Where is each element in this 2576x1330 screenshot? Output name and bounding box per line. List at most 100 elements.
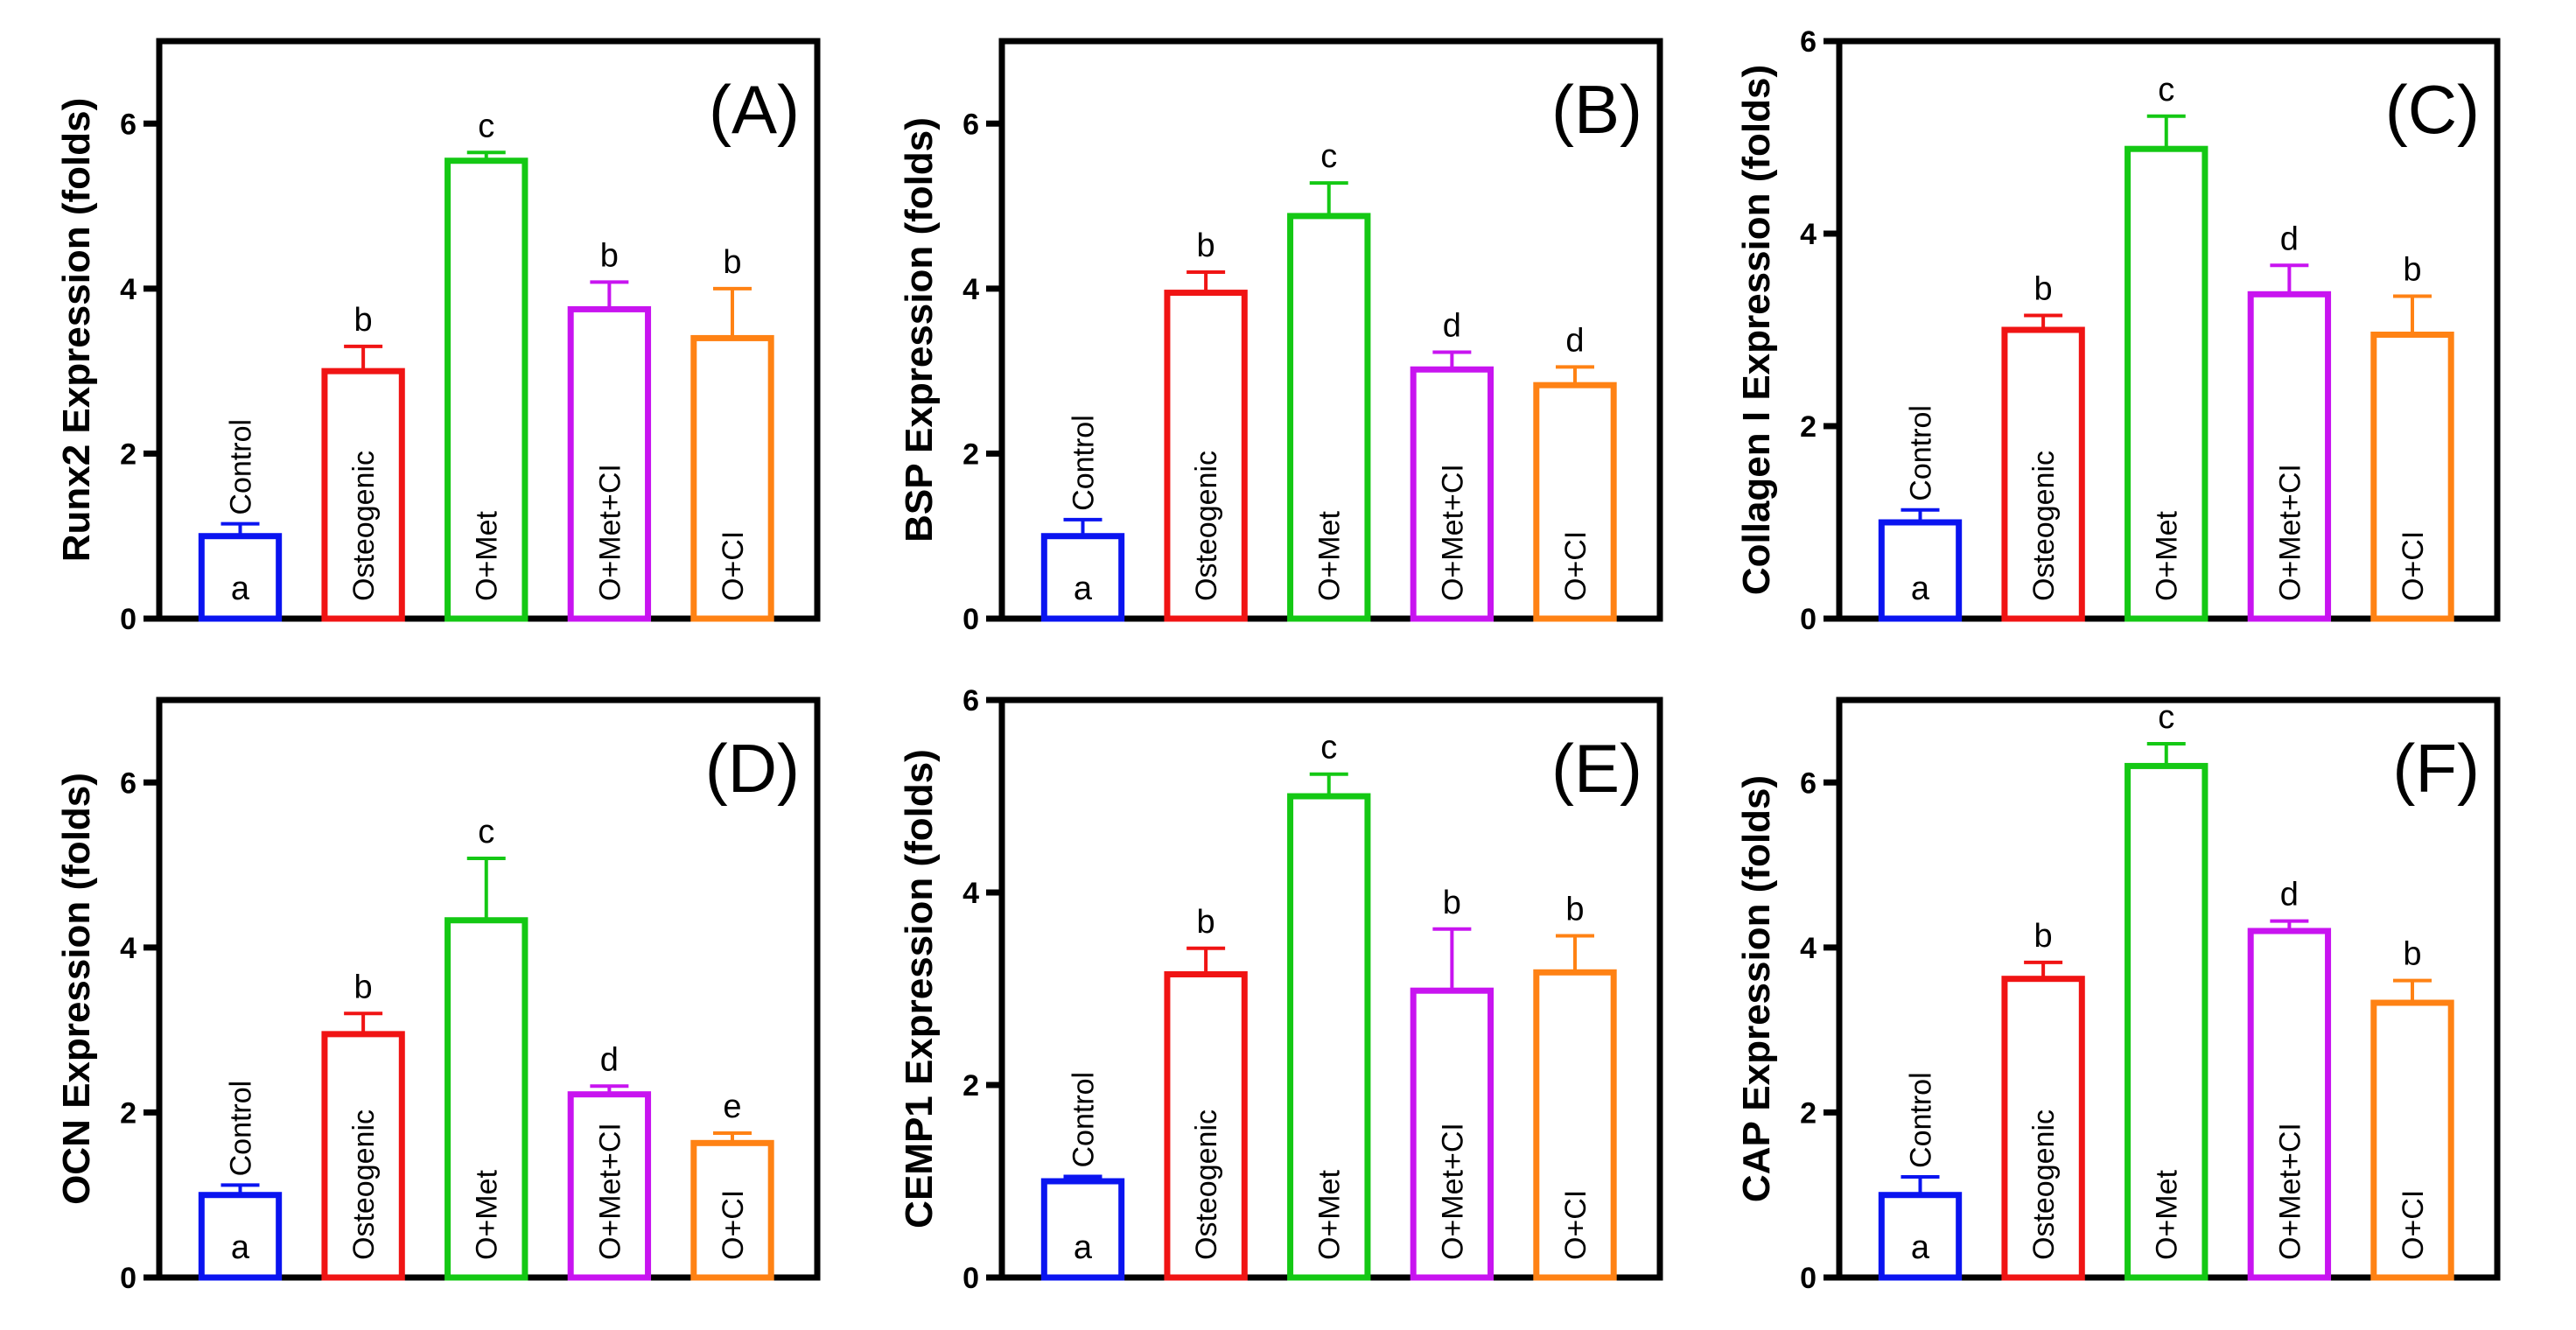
y-axis-label: Runx2 Expression (folds) bbox=[55, 98, 98, 563]
bar bbox=[690, 1139, 774, 1281]
bar bbox=[1410, 366, 1494, 622]
panel-d: 0 2 4 6 OCN Expression (folds) (D) Control a Ost… bbox=[55, 696, 821, 1295]
category-label: Osteogenic bbox=[2027, 451, 2061, 601]
bar bbox=[1040, 1178, 1125, 1281]
category-label: Osteogenic bbox=[347, 451, 381, 601]
significance-letter: b bbox=[723, 244, 741, 281]
significance-letter: a bbox=[231, 1229, 250, 1266]
category-label: Control bbox=[1904, 1072, 1937, 1168]
y-tick-label: 2 bbox=[962, 438, 979, 471]
category-label: O+Met bbox=[2151, 1169, 2184, 1260]
bar bbox=[1040, 533, 1125, 622]
category-label: O+Met+CI bbox=[593, 1123, 626, 1260]
panel-b: 0 2 4 6 BSP Expression (folds) (B) Control a Ost… bbox=[898, 38, 1663, 636]
panel-label: (F) bbox=[2392, 730, 2480, 807]
category-label: O+Met+CI bbox=[1436, 464, 1469, 601]
significance-letter: b bbox=[1197, 228, 1215, 264]
bar bbox=[1533, 969, 1617, 1281]
category-label: O+CI bbox=[1559, 1190, 1592, 1260]
bar bbox=[2001, 326, 2085, 622]
significance-letter: c bbox=[2158, 72, 2174, 108]
significance-letter: e bbox=[723, 1088, 741, 1125]
y-tick-label: 6 bbox=[120, 108, 136, 141]
category-label: O+Met bbox=[2151, 510, 2184, 601]
significance-letter: b bbox=[354, 302, 373, 339]
category-label: O+CI bbox=[717, 1190, 750, 1260]
y-axis-label: CAP Expression (folds) bbox=[1735, 775, 1778, 1202]
y-tick-label: 0 bbox=[962, 603, 979, 636]
bar bbox=[2124, 145, 2208, 622]
significance-letter: b bbox=[1197, 904, 1215, 941]
bar bbox=[444, 917, 528, 1281]
significance-letter: a bbox=[1911, 570, 1930, 607]
bar bbox=[1878, 1192, 1963, 1281]
bar bbox=[198, 1192, 283, 1281]
y-tick-label: 4 bbox=[962, 877, 979, 910]
y-tick-label: 0 bbox=[120, 1262, 136, 1295]
significance-letter: c bbox=[2158, 699, 2174, 736]
bar bbox=[1164, 971, 1248, 1281]
significance-letter: d bbox=[1565, 322, 1584, 359]
category-label: O+Met+CI bbox=[1436, 1123, 1469, 1260]
bar bbox=[1287, 793, 1371, 1281]
panel-e: 0 2 4 6 CEMP1 Expression (folds) (E) Control a O… bbox=[898, 684, 1663, 1295]
y-tick-label: 0 bbox=[1800, 603, 1816, 636]
bar bbox=[1410, 987, 1494, 1281]
category-label: Control bbox=[224, 1081, 257, 1177]
significance-letter: a bbox=[1911, 1229, 1930, 1266]
category-label: O+Met bbox=[1313, 510, 1347, 601]
y-tick-label: 4 bbox=[1800, 932, 1816, 965]
significance-letter: b bbox=[1443, 885, 1461, 921]
y-axis-label: CEMP1 Expression (folds) bbox=[898, 749, 941, 1228]
significance-letter: b bbox=[2034, 918, 2053, 955]
category-label: Control bbox=[224, 419, 257, 515]
significance-letter: b bbox=[2403, 252, 2421, 289]
category-label: Control bbox=[1904, 405, 1937, 501]
y-tick-label: 2 bbox=[120, 438, 136, 471]
significance-letter: c bbox=[1320, 730, 1337, 766]
bar bbox=[1287, 213, 1371, 622]
y-tick-label: 6 bbox=[1800, 25, 1816, 59]
y-tick-label: 2 bbox=[120, 1096, 136, 1130]
bar bbox=[690, 334, 774, 622]
y-tick-label: 0 bbox=[120, 603, 136, 636]
category-label: Osteogenic bbox=[1190, 1110, 1223, 1260]
panel-f: 0 2 4 6 CAP Expression (folds) (F) Control a Ost… bbox=[1735, 696, 2501, 1295]
y-tick-label: 4 bbox=[1800, 218, 1816, 251]
significance-letter: d bbox=[600, 1041, 619, 1078]
bar bbox=[321, 1031, 405, 1281]
category-label: Osteogenic bbox=[1190, 451, 1223, 601]
y-tick-label: 4 bbox=[120, 273, 136, 306]
category-label: O+Met+CI bbox=[593, 464, 626, 601]
category-label: Control bbox=[1067, 415, 1100, 511]
significance-letter: c bbox=[478, 814, 494, 850]
y-axis-label: OCN Expression (folds) bbox=[55, 773, 98, 1205]
panel-label: (C) bbox=[2385, 71, 2480, 148]
category-label: O+CI bbox=[1559, 531, 1592, 601]
category-label: O+Met bbox=[471, 1169, 504, 1260]
y-tick-label: 0 bbox=[1800, 1262, 1816, 1295]
significance-letter: c bbox=[1320, 138, 1337, 175]
y-tick-label: 4 bbox=[962, 273, 979, 306]
bar bbox=[567, 305, 652, 622]
y-tick-label: 2 bbox=[1800, 410, 1816, 444]
category-label: O+CI bbox=[717, 531, 750, 601]
significance-letter: b bbox=[2034, 271, 2053, 308]
category-label: O+Met bbox=[1313, 1169, 1347, 1260]
bar bbox=[321, 368, 405, 622]
significance-letter: d bbox=[1443, 307, 1461, 344]
category-label: Control bbox=[1067, 1072, 1100, 1168]
bar bbox=[2124, 762, 2208, 1281]
category-label: Osteogenic bbox=[347, 1110, 381, 1260]
category-label: O+Met+CI bbox=[2273, 464, 2306, 601]
y-axis-label: BSP Expression (folds) bbox=[898, 117, 941, 542]
significance-letter: b bbox=[354, 969, 373, 1005]
panel-label: (B) bbox=[1551, 71, 1642, 148]
category-label: O+CI bbox=[2397, 531, 2430, 601]
category-label: O+Met+CI bbox=[2273, 1123, 2306, 1260]
panel-a: 0 2 4 6 Runx2 Expression (folds) (A) Control a O… bbox=[55, 38, 821, 636]
y-tick-label: 6 bbox=[1800, 766, 1816, 800]
bar bbox=[1533, 382, 1617, 622]
category-label: Osteogenic bbox=[2027, 1110, 2061, 1260]
y-tick-label: 6 bbox=[962, 108, 979, 141]
